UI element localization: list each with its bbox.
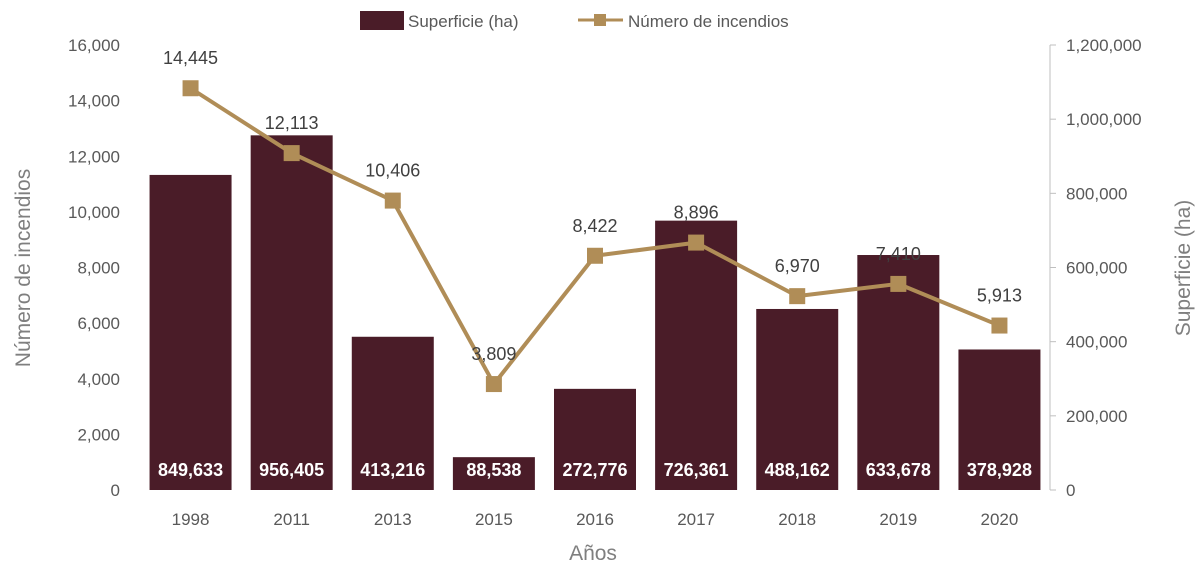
line-value-label: 5,913 xyxy=(977,286,1022,306)
bar-value-label: 726,361 xyxy=(664,460,729,480)
y-left-ticks: 0 2,000 4,000 6,000 8,000 10,000 12,000 14,000 1… xyxy=(68,36,120,500)
line-value-label: 8,896 xyxy=(674,203,719,223)
x-ticks: 1998 2011 2013 2015 2016 2017 2018 2019 2020 xyxy=(172,510,1019,529)
y-right-tick-label: 1,000,000 xyxy=(1066,110,1142,129)
x-tick-label: 2017 xyxy=(677,510,715,529)
x-axis-title: Años xyxy=(569,542,617,565)
line-marker xyxy=(384,192,401,209)
line-marker xyxy=(688,234,705,251)
bar-value-label: 488,162 xyxy=(765,460,830,480)
line-value-label: 8,422 xyxy=(572,216,617,236)
y-left-tick-label: 8,000 xyxy=(77,259,120,278)
y-right-tick-label: 800,000 xyxy=(1066,184,1127,203)
bar-labels: 849,633 956,405 413,216 88,538 272,776 726,36… xyxy=(158,460,1032,480)
legend-swatch-marker xyxy=(594,14,606,26)
bar xyxy=(756,308,839,490)
y-left-tick-label: 16,000 xyxy=(68,36,120,55)
x-tick-label: 2013 xyxy=(374,510,412,529)
line-labels: 14,445 12,113 10,406 3,809 8,422 8,896 6,970 7,… xyxy=(163,48,1022,364)
legend-label-bar: Superficie (ha) xyxy=(408,12,519,31)
y-right-tick-label: 0 xyxy=(1066,481,1075,500)
line-marker xyxy=(789,288,806,305)
line-value-label: 12,113 xyxy=(265,113,319,133)
y-right-tick-label: 1,200,000 xyxy=(1066,36,1142,55)
x-tick-label: 2016 xyxy=(576,510,614,529)
line-value-label: 6,970 xyxy=(775,256,820,276)
line-marker xyxy=(283,145,300,162)
x-tick-label: 1998 xyxy=(172,510,210,529)
y-left-tick-label: 10,000 xyxy=(68,203,120,222)
bar xyxy=(554,388,636,490)
line-series xyxy=(182,80,1008,393)
bar xyxy=(655,220,738,491)
y-left-tick-label: 0 xyxy=(111,481,120,500)
y-left-tick-label: 4,000 xyxy=(77,370,120,389)
y-left-tick-label: 14,000 xyxy=(68,92,120,111)
y-right-tick-label: 200,000 xyxy=(1066,407,1127,426)
line-value-label: 7,410 xyxy=(876,244,921,264)
line-value-label: 14,445 xyxy=(163,48,218,68)
x-tick-label: 2018 xyxy=(778,510,816,529)
bars xyxy=(149,135,1041,491)
bar-value-label: 849,633 xyxy=(158,460,223,480)
y-right-tick-label: 600,000 xyxy=(1066,259,1127,278)
bar-value-label: 88,538 xyxy=(466,460,521,480)
bar xyxy=(250,135,333,491)
y-right-tick-label: 400,000 xyxy=(1066,333,1127,352)
x-tick-label: 2019 xyxy=(879,510,917,529)
line-marker xyxy=(182,80,199,97)
line-value-label: 10,406 xyxy=(365,161,420,181)
x-tick-label: 2015 xyxy=(475,510,513,529)
y-left-tick-label: 6,000 xyxy=(77,314,120,333)
bar-value-label: 272,776 xyxy=(562,460,627,480)
line-value-label: 3,809 xyxy=(471,344,516,364)
legend-swatch-bar xyxy=(360,11,404,30)
y-right-axis-title: Superficie (ha) xyxy=(1172,200,1195,337)
line-marker xyxy=(991,317,1008,334)
line-marker xyxy=(485,376,502,393)
y-left-axis-title: Número de incendios xyxy=(12,169,35,367)
legend-label-line: Número de incendios xyxy=(628,12,789,31)
bar-value-label: 956,405 xyxy=(259,460,324,480)
line-marker xyxy=(587,247,603,264)
x-tick-label: 2020 xyxy=(981,510,1019,529)
bar-value-label: 413,216 xyxy=(360,460,425,480)
bar-value-label: 378,928 xyxy=(967,460,1032,480)
legend: Superficie (ha) Número de incendios xyxy=(360,11,789,31)
y-left-tick-label: 2,000 xyxy=(77,425,120,444)
bar xyxy=(452,457,535,490)
y-left-tick-label: 12,000 xyxy=(68,147,120,166)
bar-value-label: 633,678 xyxy=(866,460,931,480)
line-marker xyxy=(890,275,907,292)
bar xyxy=(958,349,1041,490)
bar xyxy=(149,174,232,490)
y-right-ticks: 0 200,000 400,000 600,000 800,000 1,000,000 1,… xyxy=(1050,36,1142,500)
x-tick-label: 2011 xyxy=(273,510,310,529)
bar xyxy=(351,336,434,490)
